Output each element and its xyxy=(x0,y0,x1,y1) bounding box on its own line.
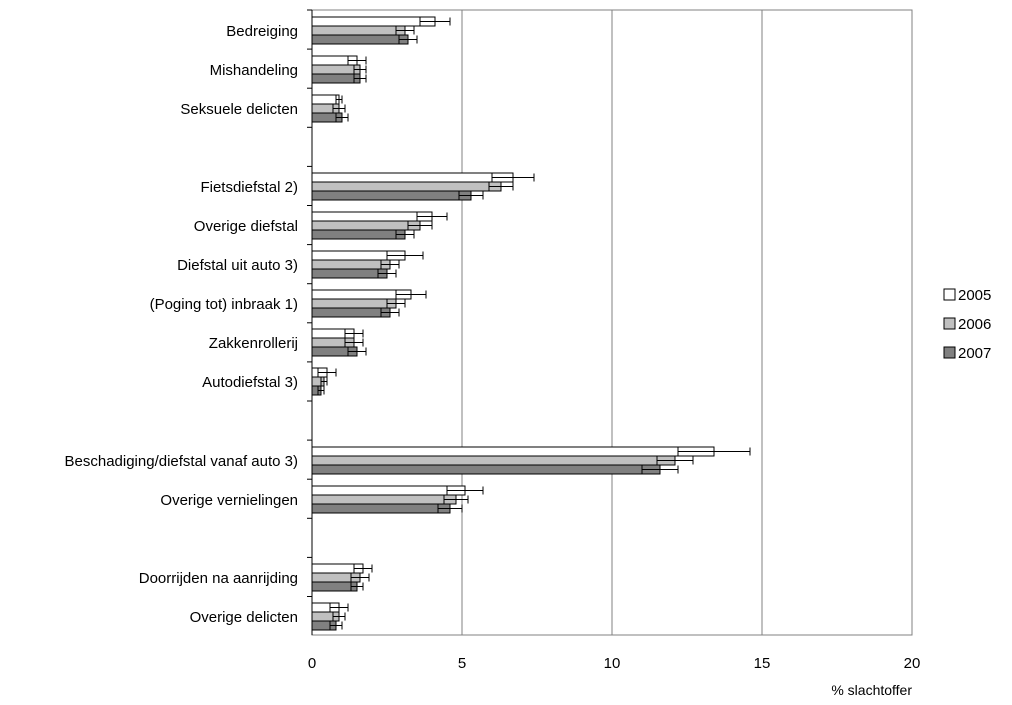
category-label: Overige delicten xyxy=(190,609,298,626)
bar-2006 xyxy=(311,259,391,270)
bar-2006 xyxy=(311,298,397,309)
legend-label-2005: 2005 xyxy=(958,287,991,304)
bar-2007 xyxy=(311,73,361,84)
bar-2005 xyxy=(311,211,433,222)
bar-2005 xyxy=(311,446,715,457)
bar-2007 xyxy=(311,307,391,318)
bar-2006 xyxy=(311,220,421,231)
bar-2007 xyxy=(311,229,406,240)
bar-2007 xyxy=(311,503,451,514)
x-tick-label: 5 xyxy=(458,655,466,672)
category-label: Zakkenrollerij xyxy=(209,335,298,352)
category-label: Seksuele delicten xyxy=(180,101,298,118)
legend-label-2007: 2007 xyxy=(958,345,991,362)
x-tick-label: 10 xyxy=(604,655,621,672)
bar-2007 xyxy=(311,190,472,201)
category-label: (Poging tot) inbraak 1) xyxy=(150,296,298,313)
bar-2005 xyxy=(311,94,340,105)
category-label: Overige diefstal xyxy=(194,218,298,235)
legend-swatch-2007 xyxy=(943,346,956,359)
category-label: Overige vernielingen xyxy=(160,492,298,509)
bar-2005 xyxy=(311,16,436,27)
x-axis-label: % slachtoffer xyxy=(831,682,912,698)
x-tick-label: 20 xyxy=(904,655,921,672)
category-label: Diefstal uit auto 3) xyxy=(177,257,298,274)
bar-2007 xyxy=(311,34,409,45)
x-tick-label: 0 xyxy=(308,655,316,672)
bar-2007 xyxy=(311,464,661,475)
legend-label-2006: 2006 xyxy=(958,316,991,333)
x-tick-label: 15 xyxy=(754,655,771,672)
bar-2006 xyxy=(311,455,676,466)
bar-2005 xyxy=(311,172,514,183)
legend-swatch-2006 xyxy=(943,317,956,330)
category-label: Autodiefstal 3) xyxy=(202,374,298,391)
bar-2007 xyxy=(311,581,358,592)
bar-2006 xyxy=(311,494,457,505)
bar-2006 xyxy=(311,181,502,192)
category-label: Beschadiging/diefstal vanaf auto 3) xyxy=(65,453,299,470)
bar-2007 xyxy=(311,268,388,279)
bar-2006 xyxy=(311,25,406,36)
category-label: Mishandeling xyxy=(210,62,298,79)
category-label: Doorrijden na aanrijding xyxy=(139,570,298,587)
legend-swatch-2005 xyxy=(943,288,956,301)
bar-2005 xyxy=(311,485,466,496)
category-label: Bedreiging xyxy=(226,23,298,40)
category-label: Fietsdiefstal 2) xyxy=(200,179,298,196)
bar-2006 xyxy=(311,64,361,75)
